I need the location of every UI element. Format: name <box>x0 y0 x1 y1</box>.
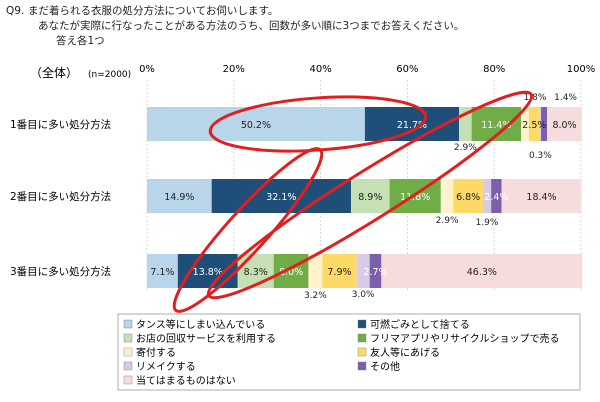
legend-swatch <box>357 347 367 357</box>
data-label: 13.8% <box>193 267 223 278</box>
bar-segment <box>440 179 454 213</box>
data-label: 0.3% <box>529 151 552 161</box>
bar-segment <box>273 254 309 288</box>
legend-label: タンス等にしまい込んでいる <box>136 318 265 331</box>
sample-size-label: (n=2000) <box>88 70 131 80</box>
bar-segment <box>541 107 548 141</box>
data-label: 2.5% <box>522 120 546 131</box>
data-label: 32.1% <box>266 192 296 203</box>
legend-label: リメイクする <box>136 361 196 373</box>
x-tick-label: 40% <box>309 64 331 75</box>
data-label: 8.9% <box>358 192 382 203</box>
bar-segment <box>308 254 323 288</box>
question-line-2: あなたが実際に行なったことがある方法のうち、回数が多い順に3つまでお答えください… <box>38 20 465 32</box>
question-line-1: まだ着られる衣服の処分方法についてお伺いします。 <box>28 5 279 17</box>
bar-segment <box>453 179 483 213</box>
legend-label: その他 <box>370 360 400 373</box>
bar-segment <box>501 179 582 213</box>
question-text: Q9. まだ着られる衣服の処分方法についてお伺いします。 あなたが実際に行なった… <box>6 4 465 49</box>
legend-swatch <box>123 347 133 357</box>
bars <box>147 107 583 288</box>
data-label: 2.7% <box>363 267 387 278</box>
x-tick-label: 20% <box>223 64 245 75</box>
legend-swatch <box>357 319 367 329</box>
category-labels: 1番目に多い処分方法 2番目に多い処分方法 3番目に多い処分方法 <box>10 118 111 278</box>
bar-segment <box>521 107 529 141</box>
x-tick-label: 100% <box>567 64 596 75</box>
data-label: 7.1% <box>150 267 174 278</box>
legend-label: お店の回収サービスを利用する <box>136 332 276 345</box>
bar-segment <box>147 107 365 141</box>
legend-label: 友人等にあげる <box>370 346 440 359</box>
legend-swatch <box>123 375 133 385</box>
data-labels: 50.2% 21.7% 2.9% 11.4% 1.8% 2.5% 0.3% 1.4% 8.0% 1… <box>150 93 577 301</box>
category-label: 3番目に多い処分方法 <box>10 265 111 278</box>
data-label: 3.0% <box>352 290 375 300</box>
highlight-ellipse <box>206 90 534 300</box>
category-label: 1番目に多い処分方法 <box>10 118 111 131</box>
legend-label: 可燃ごみとして捨てる <box>370 318 470 331</box>
group-label: （全体） <box>30 65 78 80</box>
bar-segment <box>211 179 351 213</box>
data-label: 2.9% <box>436 216 459 226</box>
bar-segment <box>356 254 370 288</box>
data-label: 8.0% <box>279 267 303 278</box>
highlight-ellipse <box>172 147 324 313</box>
data-label: 14.9% <box>164 192 194 203</box>
bar-segment <box>482 179 492 213</box>
question-number: Q9. <box>6 5 25 17</box>
bar-segment <box>147 179 212 213</box>
data-label: 2.4% <box>484 192 508 203</box>
data-label: 50.2% <box>241 120 271 131</box>
legend-swatch <box>123 333 133 343</box>
legend-label: フリマアプリやリサイクルショップで売る <box>370 332 560 345</box>
bar-segment <box>322 254 357 288</box>
bar-segment <box>177 254 238 288</box>
legend-label: 寄付する <box>136 346 176 359</box>
bar-segment <box>547 107 582 141</box>
legend-swatch <box>123 361 133 371</box>
bar-segment <box>369 254 382 288</box>
data-label: 46.3% <box>467 267 497 278</box>
legend-swatch <box>123 319 133 329</box>
legend-label: 当てはまるものはない <box>136 374 236 387</box>
x-axis-ticks: 0% 20% 40% 60% 80% 100% <box>139 64 595 75</box>
question-line-3: 答え各1つ <box>56 35 105 47</box>
data-label: 21.7% <box>397 120 427 131</box>
x-tick-label: 80% <box>483 64 505 75</box>
bar-segment <box>491 179 502 213</box>
x-tick-label: 60% <box>396 64 418 75</box>
data-label: 18.4% <box>526 192 556 203</box>
legend-swatch <box>357 333 367 343</box>
data-label: 7.9% <box>327 267 351 278</box>
data-label: 11.4% <box>481 120 511 131</box>
bar-segment <box>528 107 540 141</box>
bar-segment <box>539 107 542 141</box>
bar-segment <box>350 179 390 213</box>
bar-segment <box>237 254 274 288</box>
data-label: 8.0% <box>552 120 576 131</box>
highlight-ellipses <box>172 90 534 313</box>
bar-segment <box>147 254 178 288</box>
legend-swatch <box>357 361 367 371</box>
data-label: 3.2% <box>304 291 327 301</box>
data-label: 1.8% <box>524 93 547 103</box>
bar-segment <box>381 254 583 288</box>
data-label: 8.3% <box>244 267 268 278</box>
legend-box <box>117 313 581 391</box>
x-tick-label: 0% <box>139 64 155 75</box>
data-label: 1.9% <box>476 218 499 228</box>
data-label: 11.8% <box>400 192 430 203</box>
category-label: 2番目に多い処分方法 <box>10 190 111 203</box>
data-label: 1.4% <box>554 93 577 103</box>
data-label: 6.8% <box>456 192 480 203</box>
data-label: 2.9% <box>454 143 477 153</box>
